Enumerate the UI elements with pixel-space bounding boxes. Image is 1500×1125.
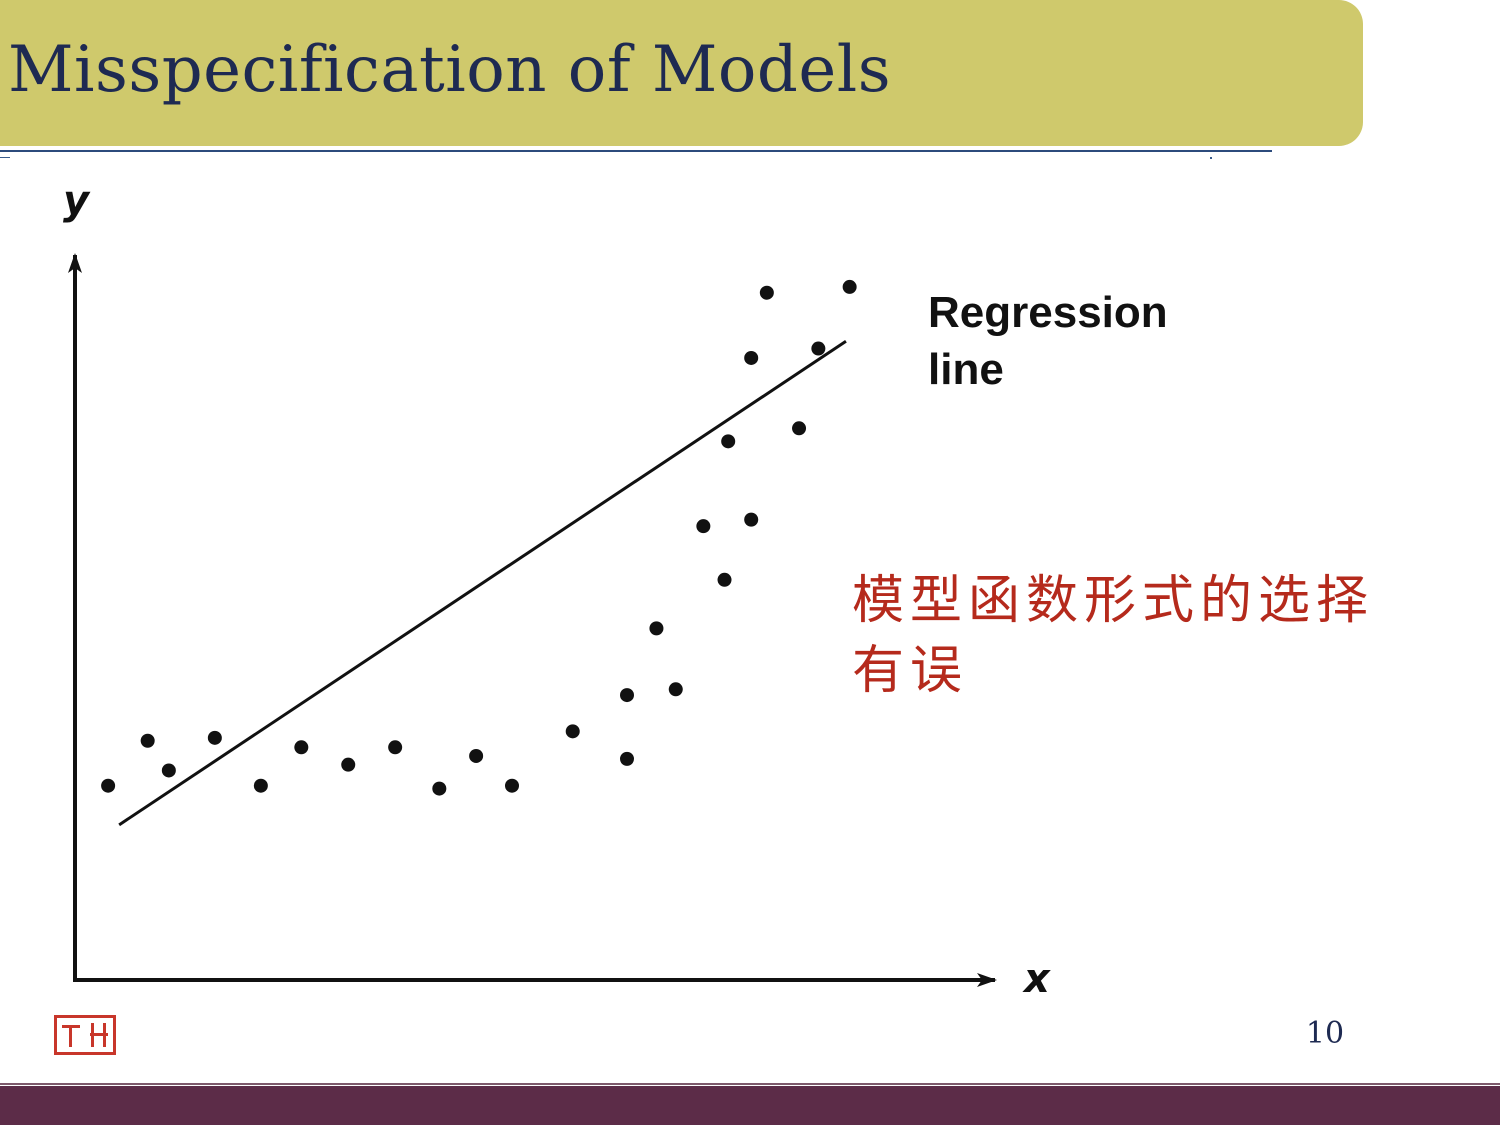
- data-point: [341, 757, 356, 772]
- annotation-regression: Regression: [928, 288, 1168, 337]
- data-point: [207, 730, 222, 745]
- annotation-line: line: [928, 345, 1004, 394]
- title-underline: [0, 150, 1272, 152]
- data-point: [469, 748, 484, 763]
- slide-title: Misspecification of Models: [8, 33, 892, 107]
- data-point: [140, 733, 155, 748]
- rule-tick-right: [1210, 157, 1212, 159]
- data-points: [101, 279, 857, 796]
- footer-line: [0, 1083, 1500, 1085]
- data-point: [388, 740, 403, 755]
- data-point: [505, 778, 519, 793]
- title-band: [0, 0, 1363, 146]
- data-point: [253, 778, 268, 793]
- data-point: [759, 285, 774, 300]
- data-point: [842, 279, 857, 294]
- x-axis-label: x: [1022, 956, 1051, 1002]
- data-point: [696, 519, 711, 534]
- seal-glyph-right: [88, 1021, 110, 1049]
- data-point: [792, 421, 807, 436]
- data-point: [744, 350, 759, 365]
- data-point: [565, 724, 580, 739]
- regression-line: [118, 340, 847, 827]
- data-point: [668, 682, 683, 697]
- seal-glyph-left: [60, 1021, 82, 1049]
- data-point: [620, 688, 634, 703]
- annotation-note: 模型函数形式的选择有误: [852, 571, 1375, 701]
- data-point: [721, 434, 736, 449]
- page-number: 10: [1305, 1016, 1345, 1051]
- data-point: [432, 781, 447, 796]
- rule-tick-left: [0, 157, 10, 158]
- data-point: [649, 621, 664, 636]
- data-point: [811, 341, 826, 356]
- data-point: [294, 740, 309, 755]
- data-point: [744, 512, 759, 527]
- data-point: [161, 763, 176, 778]
- data-point: [101, 778, 116, 793]
- figure-panel: [12, 160, 1210, 1010]
- data-point: [717, 572, 732, 587]
- y-axis-label: y: [63, 178, 91, 224]
- data-point: [620, 751, 634, 766]
- seal-logo: [54, 1015, 116, 1055]
- footer-band: [0, 1086, 1500, 1125]
